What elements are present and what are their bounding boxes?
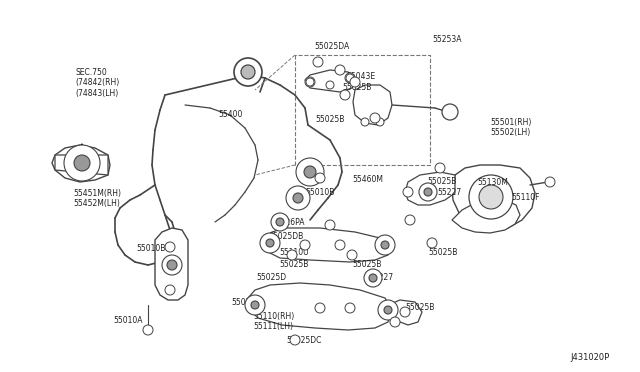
Circle shape: [390, 317, 400, 327]
Circle shape: [251, 301, 259, 309]
Circle shape: [370, 113, 380, 123]
Circle shape: [364, 269, 382, 287]
Text: 55110F: 55110F: [511, 193, 540, 202]
Circle shape: [165, 242, 175, 252]
Circle shape: [435, 163, 445, 173]
Circle shape: [74, 155, 90, 171]
Text: 55025B: 55025B: [428, 248, 458, 257]
Circle shape: [340, 90, 350, 100]
Polygon shape: [52, 145, 110, 182]
Text: 55460M: 55460M: [352, 175, 383, 184]
Circle shape: [361, 118, 369, 126]
Polygon shape: [305, 70, 355, 92]
Circle shape: [241, 65, 255, 79]
Circle shape: [469, 175, 513, 219]
Circle shape: [442, 104, 458, 120]
Polygon shape: [248, 283, 392, 330]
Circle shape: [315, 173, 325, 183]
Circle shape: [300, 240, 310, 250]
Circle shape: [427, 238, 437, 248]
Circle shape: [305, 77, 315, 87]
Circle shape: [167, 260, 177, 270]
Circle shape: [64, 145, 100, 181]
Polygon shape: [353, 85, 392, 125]
Polygon shape: [388, 300, 422, 325]
Text: 55227: 55227: [369, 273, 393, 282]
Polygon shape: [452, 200, 520, 233]
Text: 55025D: 55025D: [256, 273, 286, 282]
Text: 55501(RH)
55502(LH): 55501(RH) 55502(LH): [490, 118, 531, 137]
Circle shape: [346, 74, 354, 82]
Polygon shape: [155, 228, 188, 300]
Text: 55025DC: 55025DC: [286, 336, 321, 345]
Text: 55025B: 55025B: [405, 303, 435, 312]
Circle shape: [419, 183, 437, 201]
Circle shape: [296, 158, 324, 186]
Text: 55130M: 55130M: [477, 178, 508, 187]
Circle shape: [276, 218, 284, 226]
Text: 55043E: 55043E: [346, 72, 375, 81]
Text: 55226PA: 55226PA: [271, 218, 305, 227]
Circle shape: [381, 241, 389, 249]
Circle shape: [245, 295, 265, 315]
Circle shape: [347, 250, 357, 260]
Circle shape: [287, 250, 297, 260]
Circle shape: [405, 215, 415, 225]
Circle shape: [479, 185, 503, 209]
Text: 55026P: 55026P: [231, 298, 260, 307]
Text: J431020P: J431020P: [570, 353, 609, 362]
Text: 55025DB: 55025DB: [268, 232, 303, 241]
Circle shape: [345, 303, 355, 313]
Circle shape: [304, 166, 316, 178]
Circle shape: [335, 240, 345, 250]
Text: 55253A: 55253A: [432, 35, 461, 44]
Text: 55010B: 55010B: [305, 188, 334, 197]
Circle shape: [378, 300, 398, 320]
Text: 55025B: 55025B: [279, 260, 308, 269]
Text: SEC.750
(74842(RH)
(74843(LH): SEC.750 (74842(RH) (74843(LH): [75, 68, 119, 98]
Circle shape: [165, 285, 175, 295]
Circle shape: [313, 57, 323, 67]
Circle shape: [369, 274, 377, 282]
Circle shape: [403, 187, 413, 197]
Circle shape: [345, 73, 355, 83]
Text: 55025DA: 55025DA: [314, 42, 349, 51]
Circle shape: [335, 65, 345, 75]
Circle shape: [286, 186, 310, 210]
Circle shape: [293, 193, 303, 203]
Circle shape: [350, 77, 360, 87]
Circle shape: [234, 58, 262, 86]
Circle shape: [326, 81, 334, 89]
Circle shape: [315, 303, 325, 313]
Circle shape: [143, 325, 153, 335]
Circle shape: [384, 306, 392, 314]
Text: 55227: 55227: [437, 188, 461, 197]
Polygon shape: [452, 165, 535, 230]
Text: 55010B: 55010B: [136, 244, 165, 253]
Polygon shape: [55, 155, 108, 175]
Circle shape: [375, 235, 395, 255]
Text: 55025B: 55025B: [315, 115, 344, 124]
Circle shape: [376, 118, 384, 126]
Circle shape: [306, 78, 314, 86]
Text: 55025B: 55025B: [342, 83, 371, 92]
Circle shape: [400, 307, 410, 317]
Circle shape: [271, 213, 289, 231]
Circle shape: [545, 177, 555, 187]
Text: 55110(RH)
55111(LH): 55110(RH) 55111(LH): [253, 312, 294, 331]
Circle shape: [260, 233, 280, 253]
Text: 55451M(RH)
55452M(LH): 55451M(RH) 55452M(LH): [73, 189, 121, 208]
Circle shape: [325, 220, 335, 230]
Polygon shape: [405, 172, 455, 205]
Text: 55025B: 55025B: [427, 177, 456, 186]
Circle shape: [162, 255, 182, 275]
Polygon shape: [263, 228, 390, 262]
Text: 55110U: 55110U: [279, 248, 308, 257]
Circle shape: [266, 239, 274, 247]
Circle shape: [290, 335, 300, 345]
Text: 55010A: 55010A: [113, 316, 143, 325]
Text: 55400: 55400: [218, 110, 243, 119]
Text: 55025B: 55025B: [352, 260, 381, 269]
Circle shape: [424, 188, 432, 196]
